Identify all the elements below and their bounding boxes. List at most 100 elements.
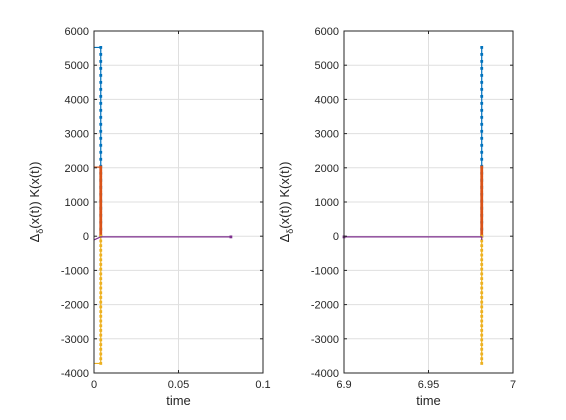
series-marker-0	[480, 122, 484, 126]
series-marker-0	[480, 73, 484, 77]
series-marker-1	[99, 224, 103, 228]
x-tick-label: 0.1	[255, 379, 270, 391]
y-tick-label: 5000	[65, 60, 89, 72]
series-marker-1	[480, 183, 484, 187]
series-marker-1	[99, 186, 103, 189]
series-marker-1	[480, 219, 484, 223]
series-marker-1	[99, 183, 103, 187]
y-tick-label: -4000	[61, 368, 89, 380]
series-marker-0	[99, 66, 103, 70]
series-marker-1	[99, 178, 103, 182]
y-tick-label: -1000	[311, 265, 339, 277]
series-marker-2	[480, 234, 484, 238]
series-marker-1	[480, 201, 484, 205]
x-tick-label: 6.9	[336, 379, 351, 391]
series-marker-0	[99, 53, 103, 56]
series-marker-1	[480, 209, 484, 213]
series-marker-0	[99, 115, 103, 119]
left-panel: 0 0.05 0.1 -4000 -3000 -2000 -1000 0 1000 2000 300…	[27, 26, 271, 408]
series-marker-0	[99, 122, 103, 126]
series-marker-2	[99, 234, 103, 238]
series-marker-1	[480, 175, 484, 179]
series-marker-2	[480, 347, 484, 351]
series-marker-2	[480, 239, 484, 243]
series-marker-2	[99, 329, 103, 332]
series-marker-2	[99, 314, 103, 318]
y-axis-label: Δδ(x(t)) K(x(t))	[277, 162, 295, 243]
series-marker-1	[99, 165, 103, 169]
series-marker-2	[99, 267, 103, 271]
series-marker-1	[99, 209, 103, 213]
series-marker-2	[99, 248, 103, 252]
series-marker-1	[99, 191, 103, 195]
x-tick-label: 0	[91, 379, 97, 391]
series-marker-1	[480, 206, 484, 210]
series-marker-1	[99, 181, 103, 184]
y-tick-label: -3000	[311, 334, 339, 346]
series-marker-1	[99, 227, 103, 230]
series-marker-0	[99, 94, 103, 98]
y-tick-label: 3000	[315, 129, 339, 141]
series-marker-2	[480, 319, 484, 323]
series-marker-2	[480, 244, 484, 248]
series-marker-1	[99, 198, 103, 202]
series-marker-0	[480, 108, 484, 112]
series-marker-2	[99, 286, 103, 290]
y-tick-label: 4000	[315, 94, 339, 106]
y-tick-label: 1000	[65, 197, 89, 209]
series-marker-0	[99, 129, 103, 133]
series-marker-2	[99, 333, 103, 337]
series-marker-2	[480, 329, 484, 332]
series-marker-1	[480, 196, 484, 200]
series-marker-0	[480, 87, 484, 91]
series-marker-2	[480, 343, 484, 346]
series-marker-2	[480, 296, 484, 299]
series-marker-1	[99, 216, 103, 220]
series-marker-0	[480, 80, 484, 84]
series-marker-1	[480, 229, 484, 233]
series-marker-1	[480, 224, 484, 228]
series-marker-0	[480, 143, 484, 147]
series-marker-1	[480, 165, 484, 169]
series-marker-2	[480, 333, 484, 337]
x-tick-label: 7	[510, 379, 516, 391]
series-marker-2	[480, 272, 484, 276]
series-marker-2	[99, 319, 103, 323]
series-marker-0	[480, 150, 484, 154]
series-marker-0	[480, 129, 484, 133]
series-marker-1	[480, 191, 484, 195]
series-marker-0	[99, 108, 103, 112]
x-axis-label: time	[416, 393, 441, 408]
series-marker-2	[480, 248, 484, 252]
series-marker-0	[480, 101, 484, 105]
series-marker-1	[480, 214, 484, 218]
series-marker-1	[99, 168, 103, 172]
y-tick-label: -2000	[311, 300, 339, 312]
series-marker-2	[480, 352, 484, 356]
series-marker-1	[480, 170, 484, 174]
series-marker-0	[480, 157, 484, 161]
series-marker-0	[480, 94, 484, 98]
series-marker-0	[480, 66, 484, 70]
series-marker-1	[99, 170, 103, 174]
series-marker-0	[99, 136, 103, 140]
series-marker-2	[99, 347, 103, 351]
series-marker-1	[99, 222, 103, 225]
series-marker-3	[229, 235, 233, 239]
series-marker-0	[99, 60, 103, 63]
series-marker-1	[99, 229, 103, 233]
series-marker-0	[99, 87, 103, 91]
series-marker-2	[99, 343, 103, 346]
series-marker-2	[99, 352, 103, 356]
series-marker-0	[480, 46, 484, 49]
y-tick-label: 2000	[65, 163, 89, 175]
series-marker-1	[480, 168, 484, 172]
y-tick-label: -4000	[311, 368, 339, 380]
series-marker-1	[480, 186, 484, 189]
series-marker-0	[99, 73, 103, 77]
series-marker-0	[99, 157, 103, 161]
series-marker-2	[480, 263, 484, 266]
series-marker-2	[480, 324, 484, 328]
y-tick-label: -3000	[61, 334, 89, 346]
series-marker-1	[480, 181, 484, 184]
